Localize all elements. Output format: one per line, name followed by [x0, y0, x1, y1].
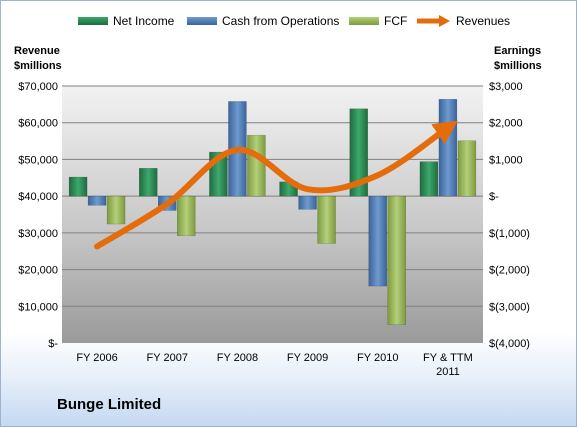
left-tick-label: $60,000 — [18, 118, 58, 130]
bar-fcf — [387, 195, 406, 325]
category-label: 2011 — [436, 366, 460, 378]
bar-cash-from-operations — [87, 195, 107, 206]
legend-label-net-income: Net Income — [113, 14, 175, 28]
bar-fcf — [177, 195, 196, 237]
revenue-line — [94, 120, 458, 250]
right-axis-title-line-1: Earnings — [494, 45, 542, 57]
right-tick-label: $(2,000) — [489, 265, 530, 277]
right-tick-label: $(4,000) — [489, 338, 530, 350]
right-tick-label: $(1,000) — [489, 228, 530, 240]
legend-fcf: FCF — [349, 14, 407, 28]
left-tick-label: $40,000 — [18, 191, 58, 203]
left-axis-title-line-1: Revenue — [14, 45, 60, 57]
category-labels: FY 2006 FY 2007 FY 2008 FY 2009 FY 2010 FY & … — [76, 352, 472, 378]
legend-arrow-icon — [417, 15, 450, 27]
bar-fcf — [106, 195, 126, 225]
left-axis-title: Revenue $millions — [14, 44, 62, 74]
bar-net-income — [68, 176, 88, 197]
legend-label-revenues: Revenues — [456, 14, 511, 28]
left-tick-label: $30,000 — [18, 228, 58, 240]
legend-label-cash-from-operations: Cash from Operations — [222, 14, 340, 28]
bar-fcf — [317, 195, 336, 244]
right-tick-label: $1,000 — [489, 154, 523, 166]
legend-cash-from-operations: Cash from Operations — [187, 14, 339, 28]
category-label: FY 2009 — [287, 352, 328, 364]
left-axis-title-line-2: $millions — [14, 60, 62, 72]
right-tick-label: $2,000 — [489, 118, 523, 130]
gridlines — [62, 85, 483, 307]
legend-revenues: Revenues — [417, 14, 510, 28]
bar-fcf — [457, 140, 477, 197]
left-tick-label: $10,000 — [18, 301, 58, 313]
category-label: FY & TTM — [423, 352, 473, 364]
bar-cash-from-operations — [438, 98, 458, 197]
category-label: FY 2008 — [217, 352, 258, 364]
bar-cash-from-operations — [298, 195, 317, 210]
legend-label-fcf: FCF — [384, 14, 408, 28]
left-tick-label: $50,000 — [18, 154, 58, 166]
company-name: Bunge Limited — [57, 396, 162, 413]
legend-net-income: Net Income — [78, 14, 174, 28]
category-label: FY 2010 — [357, 352, 398, 364]
legend-swatch-net-income — [78, 17, 108, 25]
right-tick-label: $3,000 — [489, 81, 523, 93]
left-tick-label: $- — [48, 338, 58, 350]
right-tick-label: $- — [489, 191, 499, 203]
legend-swatch-fcf — [349, 17, 379, 25]
right-axis-title-line-2: $millions — [494, 60, 542, 72]
left-axis-ticks: $- $10,000 $20,000 $30,000 $40,000 $50,000 $60… — [18, 81, 58, 350]
category-label: FY 2006 — [76, 352, 117, 364]
bar-net-income — [349, 108, 368, 197]
legend-swatch-cash-from-operations — [187, 17, 217, 25]
left-tick-label: $70,000 — [18, 81, 58, 93]
right-axis-title: Earnings $millions — [494, 44, 542, 74]
bar-net-income — [419, 161, 439, 197]
revenue-line-path — [94, 120, 458, 250]
category-label: FY 2007 — [147, 352, 188, 364]
plot-area — [62, 86, 483, 343]
right-tick-label: $(3,000) — [489, 301, 530, 313]
bar-fcf — [247, 134, 266, 197]
chart-legend: Net Income Cash from Operations FCF Reve… — [0, 14, 577, 34]
bar-net-income — [139, 167, 158, 197]
left-tick-label: $20,000 — [18, 265, 58, 277]
right-axis-ticks: $(4,000) $(3,000) $(2,000) $(1,000) $- $1,000… — [489, 81, 530, 350]
bar-cash-from-operations — [368, 195, 387, 287]
